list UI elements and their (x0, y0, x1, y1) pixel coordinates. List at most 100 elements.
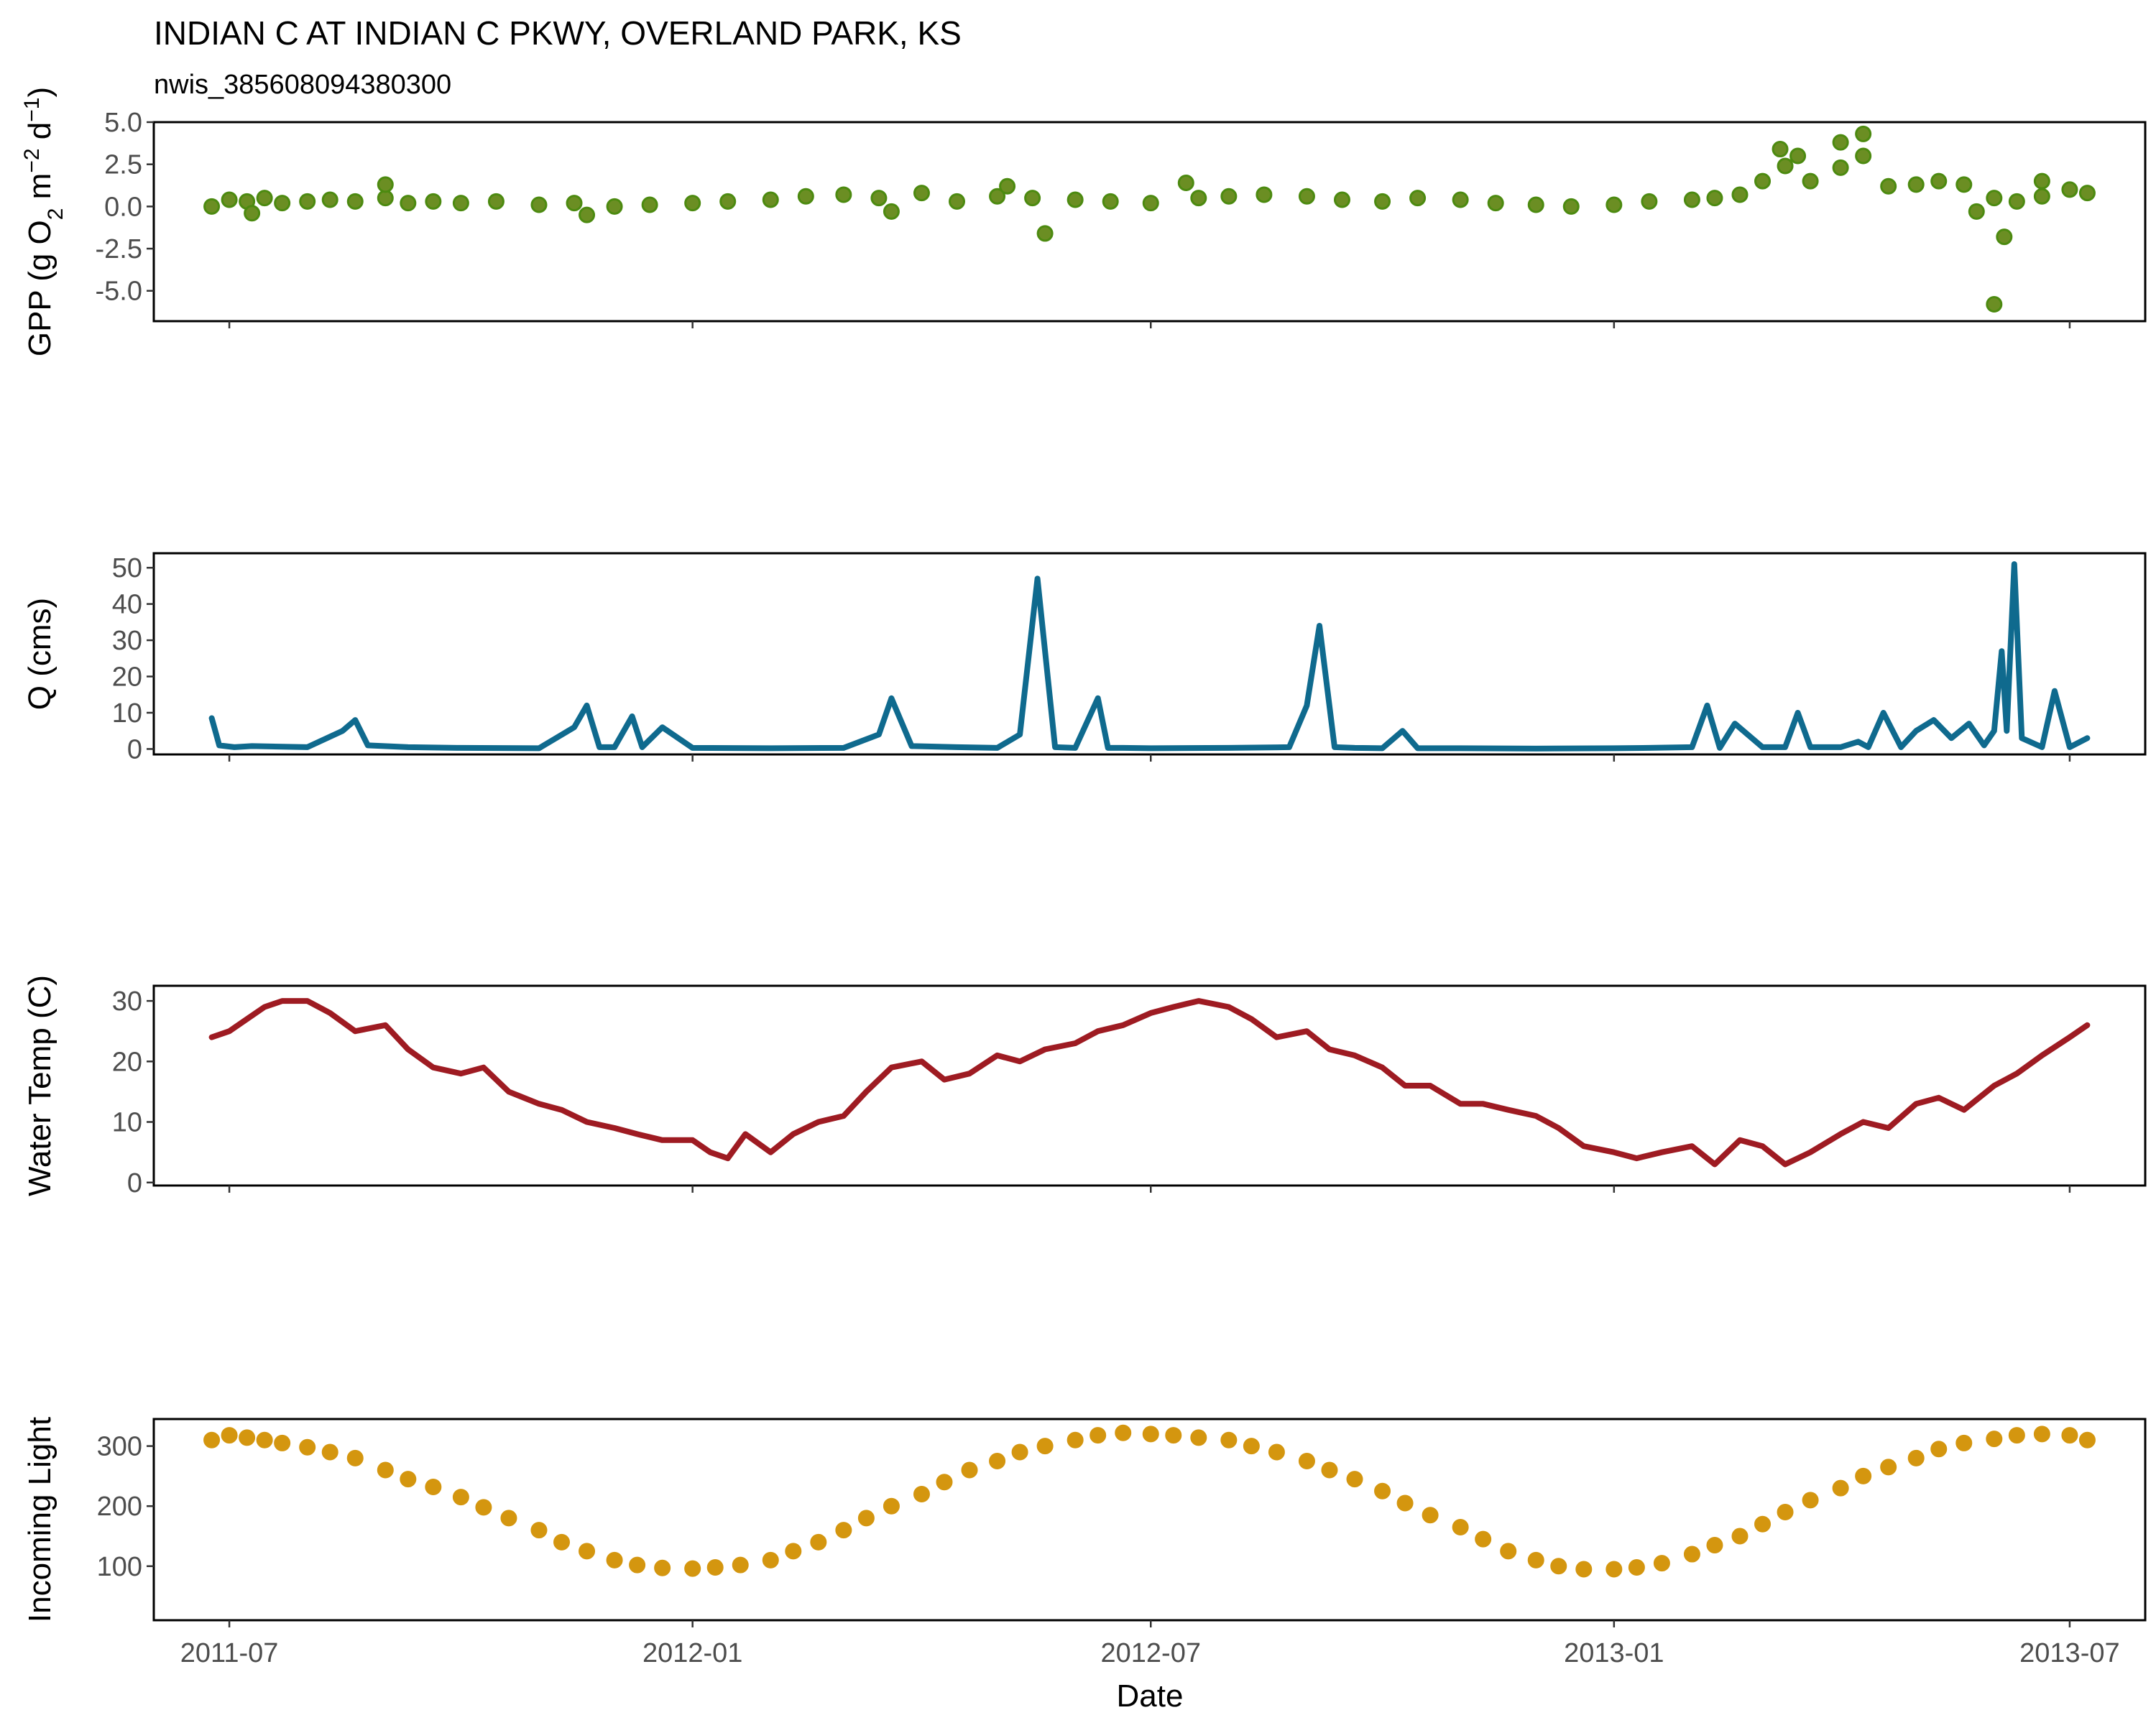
data-point (452, 195, 469, 212)
data-point (810, 1533, 827, 1551)
data-point (1968, 203, 1985, 220)
data-point (1832, 134, 1849, 151)
data-point (654, 1559, 671, 1576)
panel-temp: 0 10 20 30 Water Temp (C) (22, 975, 2147, 1198)
data-point (1243, 1438, 1260, 1455)
data-point (1220, 1431, 1238, 1449)
data-point (785, 1543, 802, 1560)
data-point (346, 193, 364, 210)
panels: 5.0 2.5 0.0 -2.5 -5.0 GPP (g O2 m−2 d−1) 0 10 20… (20, 87, 2147, 1627)
data-point (2061, 1427, 2078, 1444)
data-point (1298, 188, 1315, 205)
data-point (1930, 1441, 1948, 1458)
data-point (346, 1449, 364, 1466)
data-point (377, 1461, 394, 1479)
panel-frame (152, 121, 2147, 323)
data-point (1683, 191, 1700, 208)
data-point (256, 190, 273, 207)
data-point (1754, 172, 1772, 190)
data-point (221, 1427, 238, 1444)
data-point (989, 188, 1006, 205)
x-tick-label: 2013-01 (1564, 1638, 1664, 1668)
data-point (553, 1533, 571, 1551)
chart-title: INDIAN C AT INDIAN C PKWY, OVERLAND PARK… (154, 14, 962, 52)
data-point (2078, 1431, 2096, 1449)
data-point (1880, 1459, 1897, 1476)
data-point (913, 1485, 930, 1502)
data-point (566, 195, 583, 212)
series-line-temp (208, 998, 2091, 1168)
y-axis-title: Water Temp (C) (22, 975, 57, 1196)
data-point (1089, 1427, 1107, 1444)
x-tick-label: 2012-07 (1101, 1638, 1201, 1668)
data-point (1855, 147, 1872, 165)
data-point (1855, 1467, 1872, 1484)
data-point (883, 1497, 900, 1515)
data-point (244, 205, 261, 222)
data-point (579, 1543, 596, 1560)
data-point (1628, 1558, 1645, 1576)
data-point (1802, 1492, 1819, 1509)
chart-subtitle: nwis_385608094380300 (154, 70, 451, 100)
panel-frame (152, 552, 2147, 756)
y-axis-title: Incoming Light (22, 1417, 57, 1622)
y-tick-label: 20 (112, 1047, 142, 1077)
y-tick-label: 10 (112, 1108, 142, 1138)
data-point (1789, 147, 1807, 165)
data-point (2033, 172, 2050, 190)
panel-q: 0 10 20 30 40 50 Q (cms) (22, 552, 2147, 764)
data-point (989, 1453, 1006, 1470)
data-point (1396, 1494, 1414, 1512)
data-point (1165, 1427, 1182, 1444)
data-point (203, 1431, 221, 1449)
data-point (1452, 191, 1469, 208)
data-point (1321, 1461, 1338, 1479)
data-point (2078, 185, 2096, 202)
data-point (1731, 186, 1749, 203)
data-point (1268, 1443, 1285, 1461)
data-point (1374, 193, 1391, 210)
data-point (606, 198, 623, 215)
data-point (949, 193, 966, 210)
data-point (452, 1489, 469, 1506)
data-point (2008, 1427, 2025, 1444)
data-point (1298, 1453, 1315, 1470)
data-point (1374, 1482, 1391, 1500)
y-tick-label: 30 (112, 987, 142, 1017)
data-q (208, 561, 2091, 752)
data-point (706, 1558, 724, 1576)
data-point (1256, 186, 1273, 203)
data-point (1190, 1429, 1207, 1446)
panel-light: 100 200 300 Incoming Light (22, 1417, 2147, 1627)
data-point (606, 1551, 623, 1568)
data-point (221, 191, 238, 208)
data-point (274, 1434, 291, 1451)
y-tick-label: -2.5 (96, 234, 142, 264)
data-point (835, 1522, 852, 1539)
data-point (1955, 1434, 1973, 1451)
y-tick-label: 20 (112, 662, 142, 693)
data-point (762, 1551, 779, 1568)
panel-gpp: 5.0 2.5 0.0 -2.5 -5.0 GPP (g O2 m−2 d−1) (20, 87, 2147, 356)
data-point (1955, 176, 1973, 193)
data-point (1832, 1479, 1849, 1497)
panel-frame (152, 1418, 2147, 1622)
data-temp (208, 998, 2091, 1168)
x-tick-label: 2012-01 (642, 1638, 742, 1668)
y-tick-label: 5.0 (104, 108, 142, 138)
data-point (274, 195, 291, 212)
data-point (1011, 1443, 1028, 1461)
data-point (299, 193, 316, 210)
data-point (797, 188, 814, 205)
data-point (719, 193, 737, 210)
data-point (1986, 296, 2003, 313)
data-point (684, 195, 701, 212)
data-point (400, 1471, 417, 1488)
data-point (1802, 172, 1819, 190)
data-point (1832, 159, 1849, 176)
data-point (1907, 1449, 1925, 1466)
data-point (961, 1461, 978, 1479)
data-point (762, 191, 779, 208)
data-point (883, 203, 900, 220)
